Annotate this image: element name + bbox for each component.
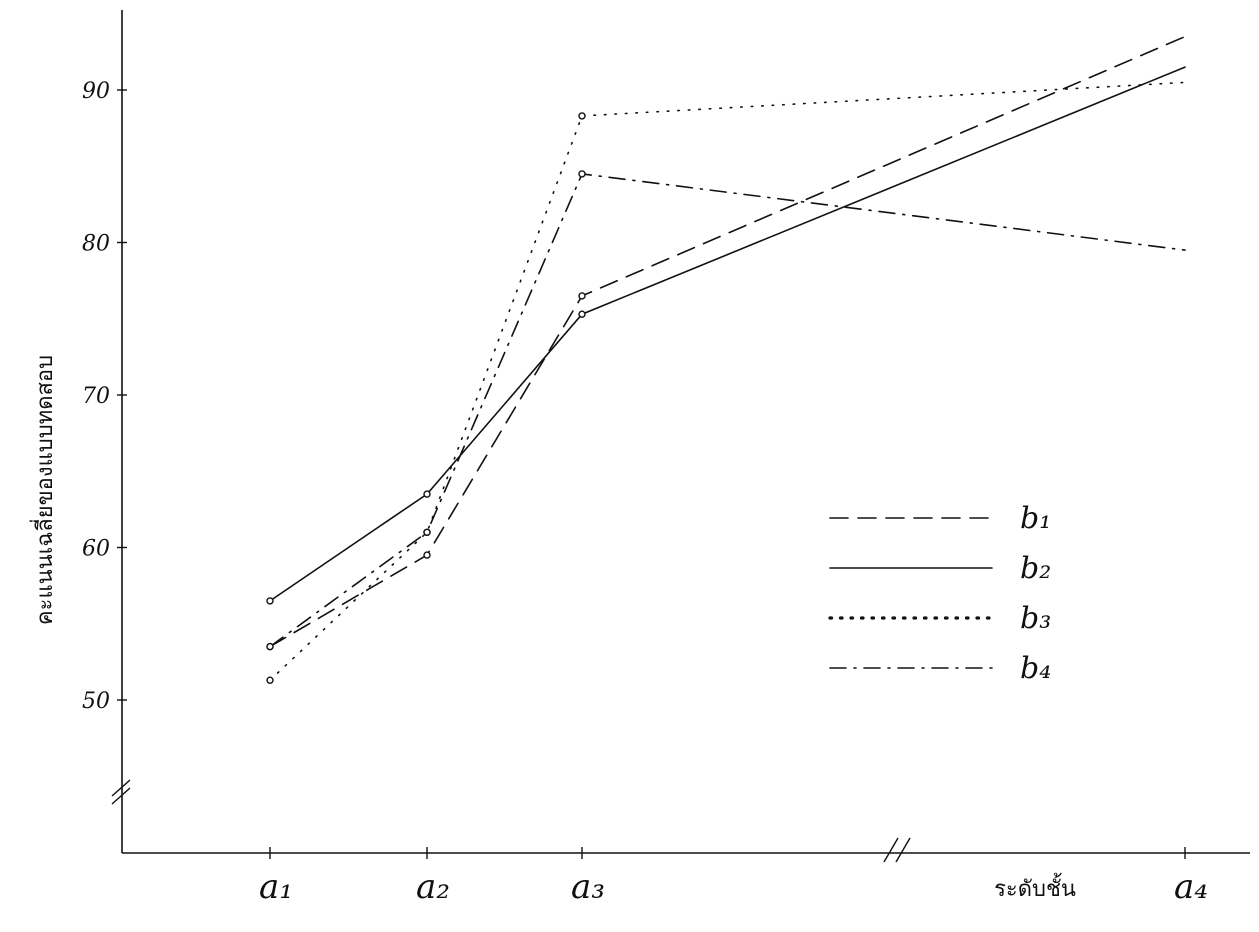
y-axis-break-mark: [111, 779, 131, 797]
y-tick-label: 50: [82, 689, 110, 714]
x-axis-break-mark: [883, 837, 899, 863]
series-line: [269, 35, 1186, 648]
y-tick-label: 60: [82, 537, 110, 562]
x-ticks: a₁ a₂ a₃ a₄: [259, 847, 1208, 907]
data-point: [578, 112, 586, 120]
series-lines: [266, 35, 1186, 684]
data-point: [266, 642, 274, 651]
data-point: [266, 676, 274, 684]
y-axis-title: คะแนนเฉลี่ยของแบบทดสอบ: [29, 355, 58, 625]
data-point: [578, 292, 586, 300]
data-point: [423, 490, 431, 498]
x-tick-label: a₁: [259, 867, 293, 907]
legend-label: b₁: [1020, 501, 1051, 536]
legend-label: b₂: [1020, 551, 1051, 586]
x-tick-label: a₄: [1174, 867, 1208, 907]
x-axis-break-mark: [895, 837, 911, 863]
series-line: [269, 81, 1186, 682]
y-tick-label: 80: [82, 232, 110, 257]
y-tick-label: 90: [82, 79, 110, 104]
data-point: [266, 597, 274, 605]
axes: [111, 10, 1250, 863]
y-ticks: 50 60 70 80 90: [82, 79, 127, 714]
series-line: [269, 66, 1186, 602]
data-point: [423, 528, 431, 536]
legend-label: b₃: [1020, 601, 1051, 636]
y-tick-label: 70: [82, 384, 110, 409]
data-point: [578, 310, 586, 318]
legend-label: b₄: [1020, 651, 1051, 686]
series-line: [269, 173, 1186, 648]
data-point: [578, 170, 586, 178]
y-axis-break-mark: [111, 787, 131, 805]
x-tick-label: a₂: [416, 867, 450, 907]
legend: b₁ b₂ b₃ b₄: [828, 501, 1051, 686]
x-axis-title: ระดับชั้น: [994, 873, 1076, 902]
x-tick-label: a₃: [571, 867, 605, 907]
data-point: [423, 551, 431, 559]
